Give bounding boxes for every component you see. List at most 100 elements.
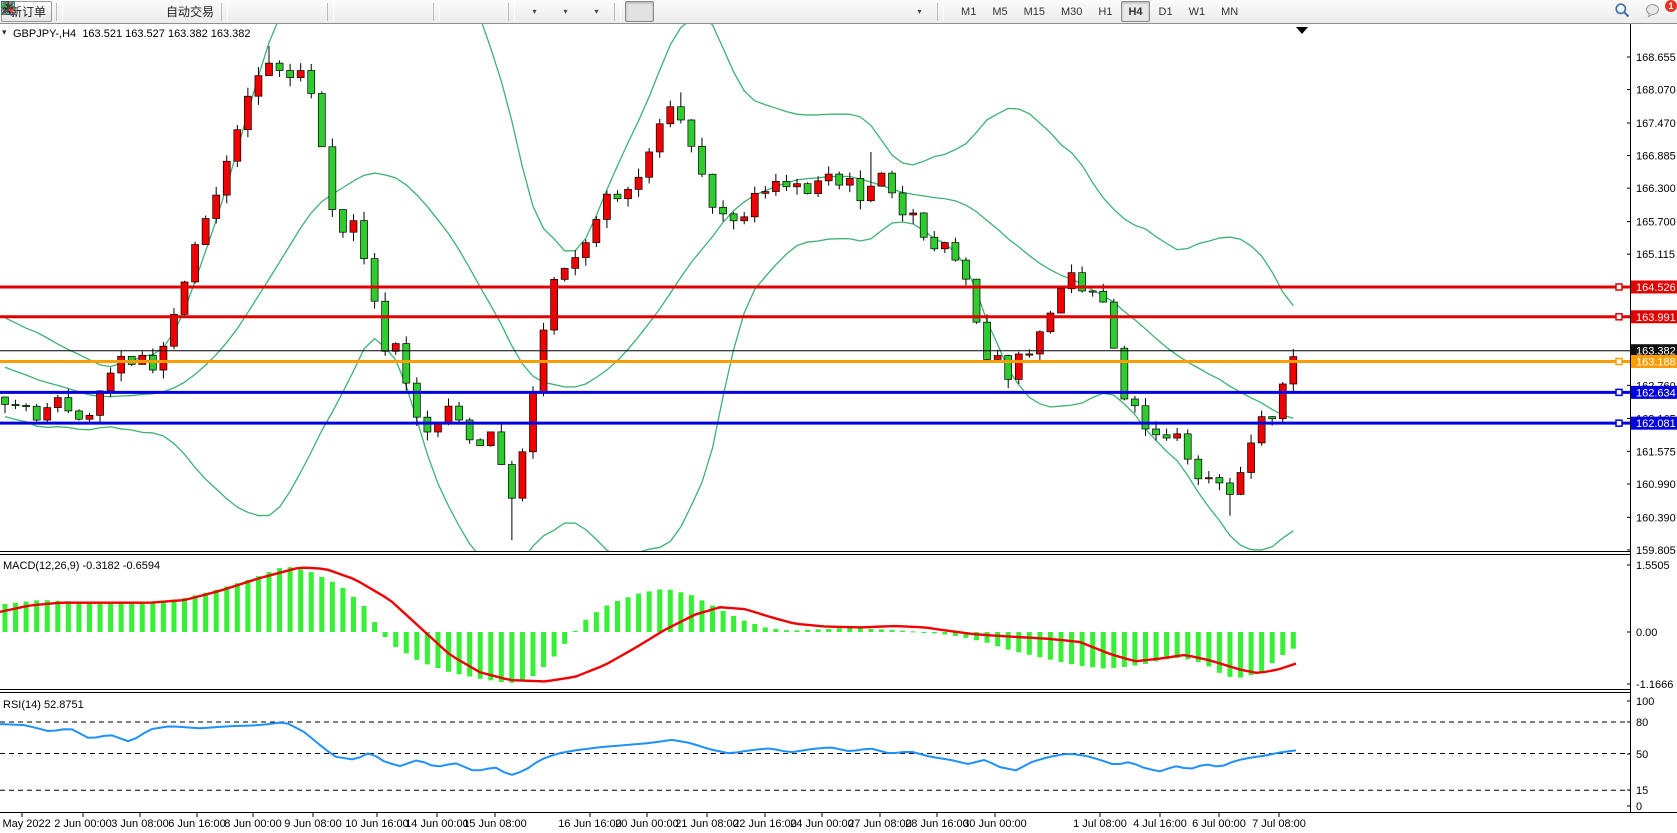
price-level-lines[interactable] <box>0 283 1630 427</box>
bar-chart-button[interactable] <box>2 1 261 22</box>
price-badge-text: 163.188 <box>1636 357 1676 369</box>
rsi-axis-label: 50 <box>1636 749 1648 761</box>
date-axis-label: 6 Jun 16:00 <box>168 818 226 830</box>
date-axis-label: 1 Jul 08:00 <box>1073 818 1127 830</box>
toolbar-separator <box>433 2 441 21</box>
autotrading-button-label: 自动交易 <box>166 5 215 19</box>
price-badge <box>1631 416 1677 430</box>
date-axis-label: 9 Jun 08:00 <box>284 818 342 830</box>
level-line-handle[interactable] <box>1615 283 1623 291</box>
horizontal-line-button[interactable] <box>1 1 747 22</box>
rsi-axis-label: 80 <box>1636 717 1648 729</box>
dropdown-arrow-icon[interactable]: ▾ <box>532 7 537 16</box>
price-badge <box>1631 280 1677 294</box>
price-badge <box>1631 310 1677 324</box>
arrows-button[interactable]: ▾ <box>0 1 933 22</box>
toolbar: 新订单 自动交易 ▾ ▾ ▾ E F A T ▾ M1 M5 M15 M30 H1 H4 D1 W1 MN 1 <box>0 0 1677 24</box>
timeframe-h1[interactable]: H1 <box>1098 5 1113 18</box>
notifications-button[interactable]: 1 <box>1644 0 1677 22</box>
price-axis-label: 167.470 <box>1636 118 1676 130</box>
level-line-handle[interactable] <box>1615 419 1623 427</box>
channel-button[interactable]: E <box>1 1 809 22</box>
periods-button[interactable]: ▾ <box>1 1 579 22</box>
zoom-out-button[interactable] <box>1 1 398 22</box>
textA-icon: A <box>4 1 14 16</box>
date-axis-label: 3 Jun 08:00 <box>111 818 169 830</box>
date-axis-label: 20 Jun 00:00 <box>615 818 679 830</box>
chart-collapse-arrow[interactable]: ▾ <box>2 27 7 37</box>
line-chart-button[interactable] <box>0 1 323 22</box>
crosshair-button[interactable] <box>1 1 685 22</box>
timeframe-d1[interactable]: D1 <box>1158 5 1173 18</box>
new-order-button-label: 新订单 <box>10 5 47 19</box>
macd-values: -0.3182 -0.6594 <box>82 560 161 572</box>
timeframe-mn[interactable]: MN <box>1221 5 1239 18</box>
level-line-handle[interactable] <box>1615 388 1623 397</box>
date-axis-label: 28 Jun 16:00 <box>905 818 969 830</box>
rsi-axis-label: 0 <box>1636 801 1642 813</box>
label-button[interactable]: T <box>1 1 902 22</box>
price-badge-text: 162.634 <box>1636 387 1676 399</box>
tile-windows-button[interactable] <box>1 1 429 22</box>
price-badge-text: 164.526 <box>1636 282 1676 294</box>
candlestick-chart-button[interactable] <box>2 1 292 22</box>
date-axis-label: 14 Jun 00:00 <box>405 818 469 830</box>
indicators-button[interactable]: ▾ <box>1 1 548 22</box>
dropdown-arrow-icon[interactable]: ▾ <box>594 7 599 16</box>
autotrading-button[interactable]: 自动交易 <box>1 1 217 22</box>
price-axis-label: 160.390 <box>1636 512 1676 524</box>
candlestick-series <box>1 46 1298 541</box>
fibonacci-button[interactable]: F <box>2 1 840 22</box>
macd-name: MACD(12,26,9) <box>3 560 80 572</box>
price-axis-label: 165.700 <box>1636 217 1676 229</box>
timeframe-h4[interactable]: H4 <box>1121 1 1150 22</box>
macd-panel <box>0 566 1297 683</box>
templates-button[interactable]: ▾ <box>1 1 610 22</box>
price-badge <box>1631 385 1677 399</box>
text-button[interactable]: A <box>4 1 871 22</box>
date-axis-label: 30 Jun 00:00 <box>963 818 1027 830</box>
rsi-axis-label: 100 <box>1636 696 1654 708</box>
date-axis-label: 21 Jun 08:00 <box>675 818 739 830</box>
price-badge-text: 162.081 <box>1636 418 1676 430</box>
date-axis-label: 24 Jun 00:00 <box>790 818 854 830</box>
chat-icon <box>1646 4 1659 18</box>
toolbar-separator <box>614 2 622 21</box>
timeframe-w1[interactable]: W1 <box>1188 5 1206 18</box>
macd-axis-label: -1.1666 <box>1636 679 1673 691</box>
timeframe-m1[interactable]: M1 <box>961 5 977 18</box>
toolbar-separator <box>327 2 335 21</box>
price-badge <box>1631 344 1677 358</box>
timeframe-m5[interactable]: M5 <box>992 5 1008 18</box>
toolbar-separator <box>937 2 945 21</box>
vertical-line-button[interactable] <box>7 1 716 22</box>
svg-text:F: F <box>11 10 15 16</box>
chart-ohlc-values: 163.521 163.527 163.382 163.382 <box>82 28 251 40</box>
price-axis-label: 165.115 <box>1636 249 1675 261</box>
search-button[interactable] <box>1613 1 1642 22</box>
toolbar-right-group: 1 <box>1612 0 1677 23</box>
history-center-button[interactable] <box>0 1 96 22</box>
timeframe-m30[interactable]: M30 <box>1061 5 1083 18</box>
dropdown-arrow-icon[interactable]: ▾ <box>917 7 922 16</box>
timeframe-m15[interactable]: M15 <box>1023 5 1045 18</box>
level-line-handle[interactable] <box>1615 313 1623 321</box>
data-window-button[interactable] <box>1 1 127 22</box>
price-axis-label: 166.885 <box>1636 151 1676 163</box>
tline-icon <box>1 1 14 15</box>
signals-button[interactable] <box>1 1 158 22</box>
rsi-axis-label: 15 <box>1636 785 1648 797</box>
search-icon <box>1615 3 1630 18</box>
price-badge-text: 163.382 <box>1636 346 1676 358</box>
cursor-button[interactable] <box>4 0 655 22</box>
rsi-indicator-label: RSI(14) 52.8751 <box>3 699 84 711</box>
auto-scroll-button[interactable] <box>2 1 473 22</box>
trendline-button[interactable] <box>1 1 778 22</box>
chart-shift-button[interactable] <box>2 1 504 22</box>
dropdown-arrow-icon[interactable]: ▾ <box>563 7 568 16</box>
level-line-handle[interactable] <box>1615 357 1623 366</box>
date-axis-label: 15 Jun 08:00 <box>463 818 527 830</box>
zoom-in-button[interactable] <box>1 1 367 22</box>
